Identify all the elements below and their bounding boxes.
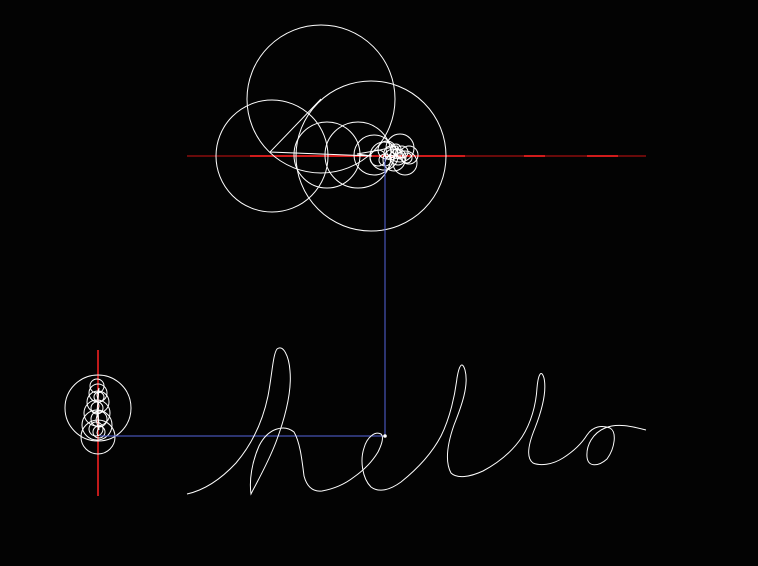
x-epicycle-chain [215,24,447,232]
epicycle-circle [88,421,104,437]
epicycle-circle [293,121,361,189]
epicycle-circle [399,145,419,165]
epicycle-arm [95,387,100,437]
epicycle-circle [390,143,402,155]
epicycle-circle [295,80,447,232]
guide-lines [100,158,386,437]
traced-hello-path [186,347,647,496]
epicycle-circle [246,24,396,174]
epicycle-circle [89,378,105,394]
y-epicycle-chain [64,374,132,455]
pen-tip-marker [383,434,387,438]
epicycle-circle [64,374,132,442]
epicycle-arm [268,98,406,161]
epicycle-circle [215,99,329,213]
